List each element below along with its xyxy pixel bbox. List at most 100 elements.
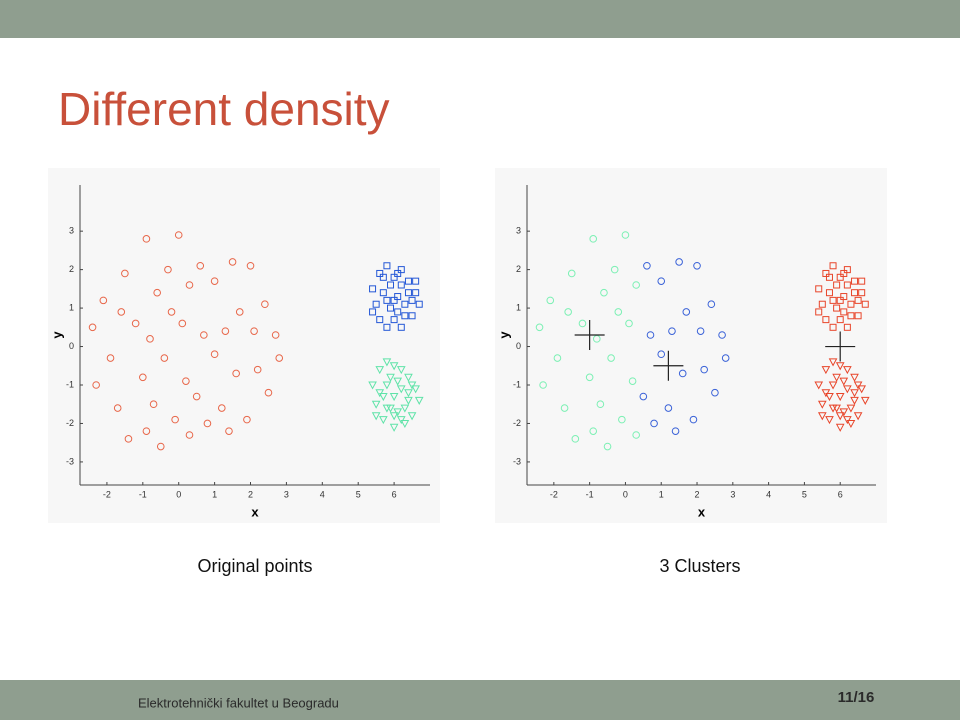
point (394, 293, 402, 301)
x-tick-label: 6 (392, 489, 397, 499)
point (671, 427, 680, 435)
point (840, 293, 848, 301)
point (394, 269, 402, 277)
point (857, 385, 867, 394)
point (567, 269, 576, 278)
point (828, 381, 838, 390)
point (860, 396, 870, 405)
point (167, 308, 176, 316)
point (397, 281, 405, 289)
point (836, 296, 844, 304)
point (843, 416, 852, 425)
point (815, 308, 823, 316)
point (164, 265, 172, 274)
point (383, 323, 391, 331)
point (407, 381, 417, 390)
y-tick-label: -1 (66, 379, 74, 389)
point (131, 319, 140, 328)
point (146, 335, 154, 343)
point (843, 366, 852, 375)
point (668, 327, 676, 335)
point (825, 393, 834, 402)
point (404, 277, 412, 285)
point (375, 366, 385, 375)
point (232, 369, 240, 378)
x-tick-label: 0 (176, 489, 181, 499)
point (200, 331, 208, 339)
point (835, 362, 845, 371)
point (664, 404, 673, 412)
point (371, 412, 381, 421)
point (821, 389, 831, 398)
point (253, 365, 262, 374)
point (117, 308, 126, 316)
point (415, 300, 423, 308)
point (396, 385, 406, 394)
x-tick-label: 6 (838, 489, 843, 499)
point (378, 393, 388, 402)
point (535, 323, 544, 332)
point (113, 404, 122, 412)
x-tick-label: 0 (623, 489, 628, 499)
point (404, 373, 413, 382)
point (596, 400, 605, 409)
point (221, 327, 230, 335)
point (379, 273, 387, 281)
point (387, 304, 395, 312)
point (404, 289, 412, 297)
point (836, 316, 844, 324)
point (371, 400, 381, 409)
point (369, 308, 377, 316)
point (850, 389, 859, 398)
point (858, 289, 866, 297)
point (607, 354, 615, 362)
point (92, 381, 100, 389)
point (153, 288, 161, 297)
point (414, 396, 424, 405)
point (839, 408, 849, 417)
point (861, 300, 869, 308)
footer-bar (0, 680, 960, 720)
point (225, 427, 233, 435)
y-tick-label: 0 (69, 341, 74, 351)
point (650, 419, 658, 428)
point (578, 319, 587, 328)
point (846, 419, 856, 429)
point (139, 373, 147, 382)
point (174, 231, 183, 239)
point (376, 269, 384, 277)
point (693, 261, 701, 270)
point (88, 323, 97, 332)
y-axis-label: y (49, 331, 64, 339)
y-tick-label: 1 (69, 302, 74, 312)
point (632, 431, 640, 439)
y-tick-label: -2 (513, 418, 521, 428)
point (404, 396, 413, 405)
y-tick-label: -3 (513, 456, 521, 466)
point (401, 300, 409, 308)
point (600, 288, 608, 297)
x-tick-label: -1 (586, 489, 594, 499)
point (564, 308, 572, 316)
point (383, 296, 391, 304)
y-axis-label: y (496, 331, 511, 339)
point (217, 404, 226, 412)
point (825, 416, 834, 425)
point (156, 442, 165, 451)
point (585, 373, 594, 382)
point (843, 281, 851, 289)
point (382, 381, 392, 390)
x-tick-label: 3 (730, 489, 735, 499)
point (625, 319, 633, 328)
x-tick-label: 2 (695, 489, 700, 499)
point (682, 308, 691, 316)
footer-institution: Elektrotehnički fakultet u Beogradu (138, 695, 339, 710)
point (696, 327, 705, 335)
point (700, 365, 708, 374)
point (822, 269, 830, 277)
point (192, 392, 201, 401)
x-tick-label: -2 (550, 489, 558, 499)
point (390, 296, 398, 304)
point (657, 350, 666, 359)
point (854, 296, 862, 304)
